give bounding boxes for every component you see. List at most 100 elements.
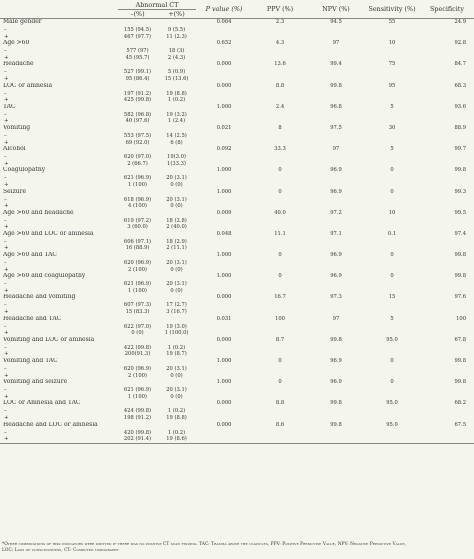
cell-abnormal-minus: 424 (99.8) (123, 408, 152, 415)
cell-sensitivity: 75 (388, 61, 396, 68)
cell-blank (157, 83, 196, 91)
cell-abnormal-plus: 0 (0) (170, 393, 183, 400)
cell-blank (196, 97, 252, 104)
cell-p-value: 0.031 (216, 315, 232, 322)
cell-blank (420, 394, 474, 401)
cell-abnormal-plus: 20 (3.1) (166, 196, 187, 203)
cell-blank (420, 436, 474, 444)
cell-blank (308, 309, 364, 316)
cell-sensitivity: 95.0 (386, 336, 398, 343)
cell-blank (252, 373, 308, 380)
cell-ppv: 40.0 (274, 209, 286, 216)
cell-sensitivity: 0 (390, 379, 394, 386)
cell-blank (364, 175, 420, 182)
cell-abnormal-minus: 422 (99.8) (123, 344, 152, 351)
cell-ppv: 4.3 (275, 40, 285, 47)
cell-blank (118, 61, 157, 69)
cell-blank (196, 351, 252, 358)
cell-ppv: 8.8 (275, 82, 285, 89)
header-sensitivity: Sensitivity (%) (364, 0, 421, 19)
cell-blank (196, 245, 252, 252)
subrow-sign: – (4, 429, 7, 436)
table-subrow: +1 (100) 0 (0) (0, 288, 474, 295)
cell-npv: 96.9 (330, 167, 342, 174)
cell-blank (420, 288, 474, 295)
cell-blank (364, 48, 420, 55)
row-label: Headache and TAC (3, 315, 62, 322)
cell-blank (364, 394, 420, 401)
table-row-group: Age >60 0.652 4.3 97 10 92.8 (0, 40, 474, 48)
subrow-sign: – (4, 48, 7, 55)
row-label: Male gender (3, 18, 42, 25)
cell-p-value: 0.000 (216, 82, 232, 89)
cell-blank (252, 281, 308, 288)
cell-sensitivity: 30 (388, 124, 396, 131)
cell-npv: 96.9 (330, 273, 342, 280)
cell-blank (364, 218, 420, 225)
cell-abnormal-minus: 198 (91.2) (123, 414, 152, 421)
cell-blank (420, 373, 474, 380)
cell-sensitivity: 0 (390, 252, 394, 259)
cell-blank (252, 224, 308, 231)
table-subrow: +95 (86.4) 15 (13.6) (0, 76, 474, 83)
cell-npv: 97.5 (330, 124, 342, 131)
table-subrow: +2 (100) 0 (0) (0, 267, 474, 274)
cell-blank (420, 218, 474, 225)
cell-blank (420, 430, 474, 437)
cell-abnormal-minus: 45 (95.7) (125, 54, 150, 61)
cell-p-value: 0.000 (216, 294, 232, 301)
cell-sensitivity: 0 (390, 167, 394, 174)
row-label: Vomiting and TAC (3, 358, 58, 364)
cell-abnormal-minus: 620 (96.9) (123, 366, 152, 372)
table-subrow: +4 (100) 0 (0) (0, 203, 474, 210)
cell-blank (118, 273, 157, 281)
cell-blank (196, 154, 252, 161)
row-label: Age >60 and coagulopathy (3, 273, 86, 280)
cell-blank (364, 345, 420, 352)
cell-sensitivity: 55 (388, 19, 396, 25)
cell-blank (364, 197, 420, 204)
table-subrow: +425 (99.8) 1 (0.2) (0, 97, 474, 104)
table-row-group: Age >60 and LOC or amnesia 0.048 11.1 97.1 0… (0, 231, 474, 239)
subrow-sign: + (4, 245, 9, 252)
cell-ppv: 8.8 (275, 400, 285, 407)
cell-abnormal-plus: 19 (8.8) (166, 90, 187, 97)
cell-blank (308, 175, 364, 182)
cell-blank (157, 61, 196, 69)
table-subrow: +2 (66.7) 1(33.3) (0, 161, 474, 168)
cell-blank (118, 40, 157, 48)
subrow-sign: + (0, 436, 118, 444)
cell-blank (118, 400, 157, 408)
cell-blank (308, 34, 364, 41)
cell-p-value: 0.064 (216, 19, 232, 25)
cell-abnormal-minus: 197 (91.2) (123, 90, 152, 97)
cell-abnormal-plus: 0 (0) (170, 372, 183, 379)
cell-blank (308, 154, 364, 161)
cell-sensitivity: 95.0 (386, 421, 398, 428)
cell-abnormal-minus: 69 (92.0) (125, 139, 150, 146)
cell-blank (420, 260, 474, 267)
cell-blank (364, 203, 420, 210)
cell-abnormal-plus: 14 (2.5) (166, 132, 187, 139)
footnote-abbreviations-cont: LOC: Loss of consciousness, CT: Computed… (2, 548, 119, 553)
cell-blank (196, 34, 252, 41)
header-abnormal-ct: Abnormal CT (118, 0, 197, 10)
cell-blank (420, 76, 474, 83)
cell-blank (308, 203, 364, 210)
cell-blank (308, 27, 364, 34)
cell-specificity: 100 (456, 315, 467, 322)
cell-blank (196, 218, 252, 225)
cell-blank (157, 294, 196, 302)
cell-blank (196, 118, 252, 125)
cell-blank (118, 337, 157, 345)
table-subrow: – 155 (94.5) 9 (5.5) (0, 27, 474, 34)
cell-blank (420, 345, 474, 352)
cell-blank (308, 69, 364, 76)
table-subrow: – 620 (96.9) 20 (3.1) (0, 260, 474, 267)
cell-ppv: 33.3 (274, 146, 286, 153)
cell-blank (157, 19, 196, 28)
cell-ppv: 0 (278, 252, 282, 259)
subrow-sign: – (4, 260, 7, 267)
cell-blank (252, 324, 308, 331)
cell-abnormal-plus: 0 (0) (170, 181, 183, 188)
